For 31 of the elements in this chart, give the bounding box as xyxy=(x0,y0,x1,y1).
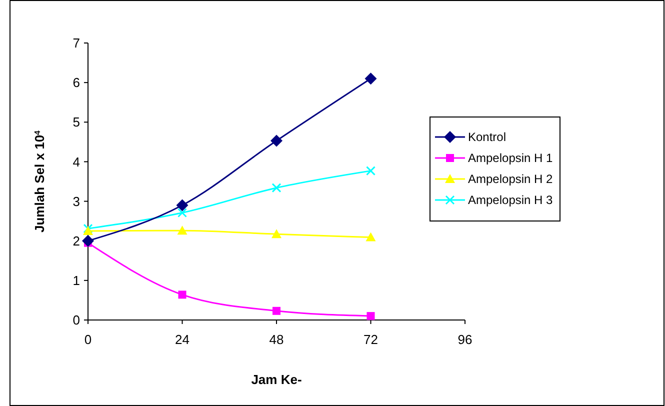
y-tick-label: 5 xyxy=(72,114,80,130)
x-tick-label: 0 xyxy=(84,332,92,347)
y-tick-label: 4 xyxy=(72,154,80,170)
legend-label: Kontrol xyxy=(468,130,506,144)
y-tick-label: 0 xyxy=(72,312,80,328)
x-tick-label: 72 xyxy=(364,332,378,347)
y-tick-label: 3 xyxy=(72,194,80,209)
legend-label: Ampelopsin H 3 xyxy=(468,193,554,208)
point xyxy=(272,183,282,193)
point xyxy=(178,290,186,299)
legend-label: Ampelopsin H 2 xyxy=(468,172,554,186)
y-tick-label: 7 xyxy=(72,36,80,51)
point xyxy=(366,232,376,242)
point xyxy=(176,199,188,212)
point xyxy=(366,166,376,176)
point xyxy=(82,234,94,247)
y-tick-label: 1 xyxy=(72,272,80,288)
y-tick-label: 6 xyxy=(72,75,80,90)
x-tick-label: 48 xyxy=(269,332,284,347)
y-tick-label: 2 xyxy=(72,233,80,248)
point xyxy=(366,312,375,320)
point xyxy=(177,226,188,235)
point xyxy=(364,72,377,85)
x-tick-label: 96 xyxy=(458,332,472,347)
point xyxy=(272,306,280,315)
legend-label: Ampelopsin H 1 xyxy=(468,151,554,166)
point xyxy=(270,134,282,147)
x-tick-label: 24 xyxy=(175,332,190,347)
point xyxy=(178,208,187,218)
point xyxy=(272,229,282,238)
x-axis-title: Jam Ke- xyxy=(251,372,302,387)
